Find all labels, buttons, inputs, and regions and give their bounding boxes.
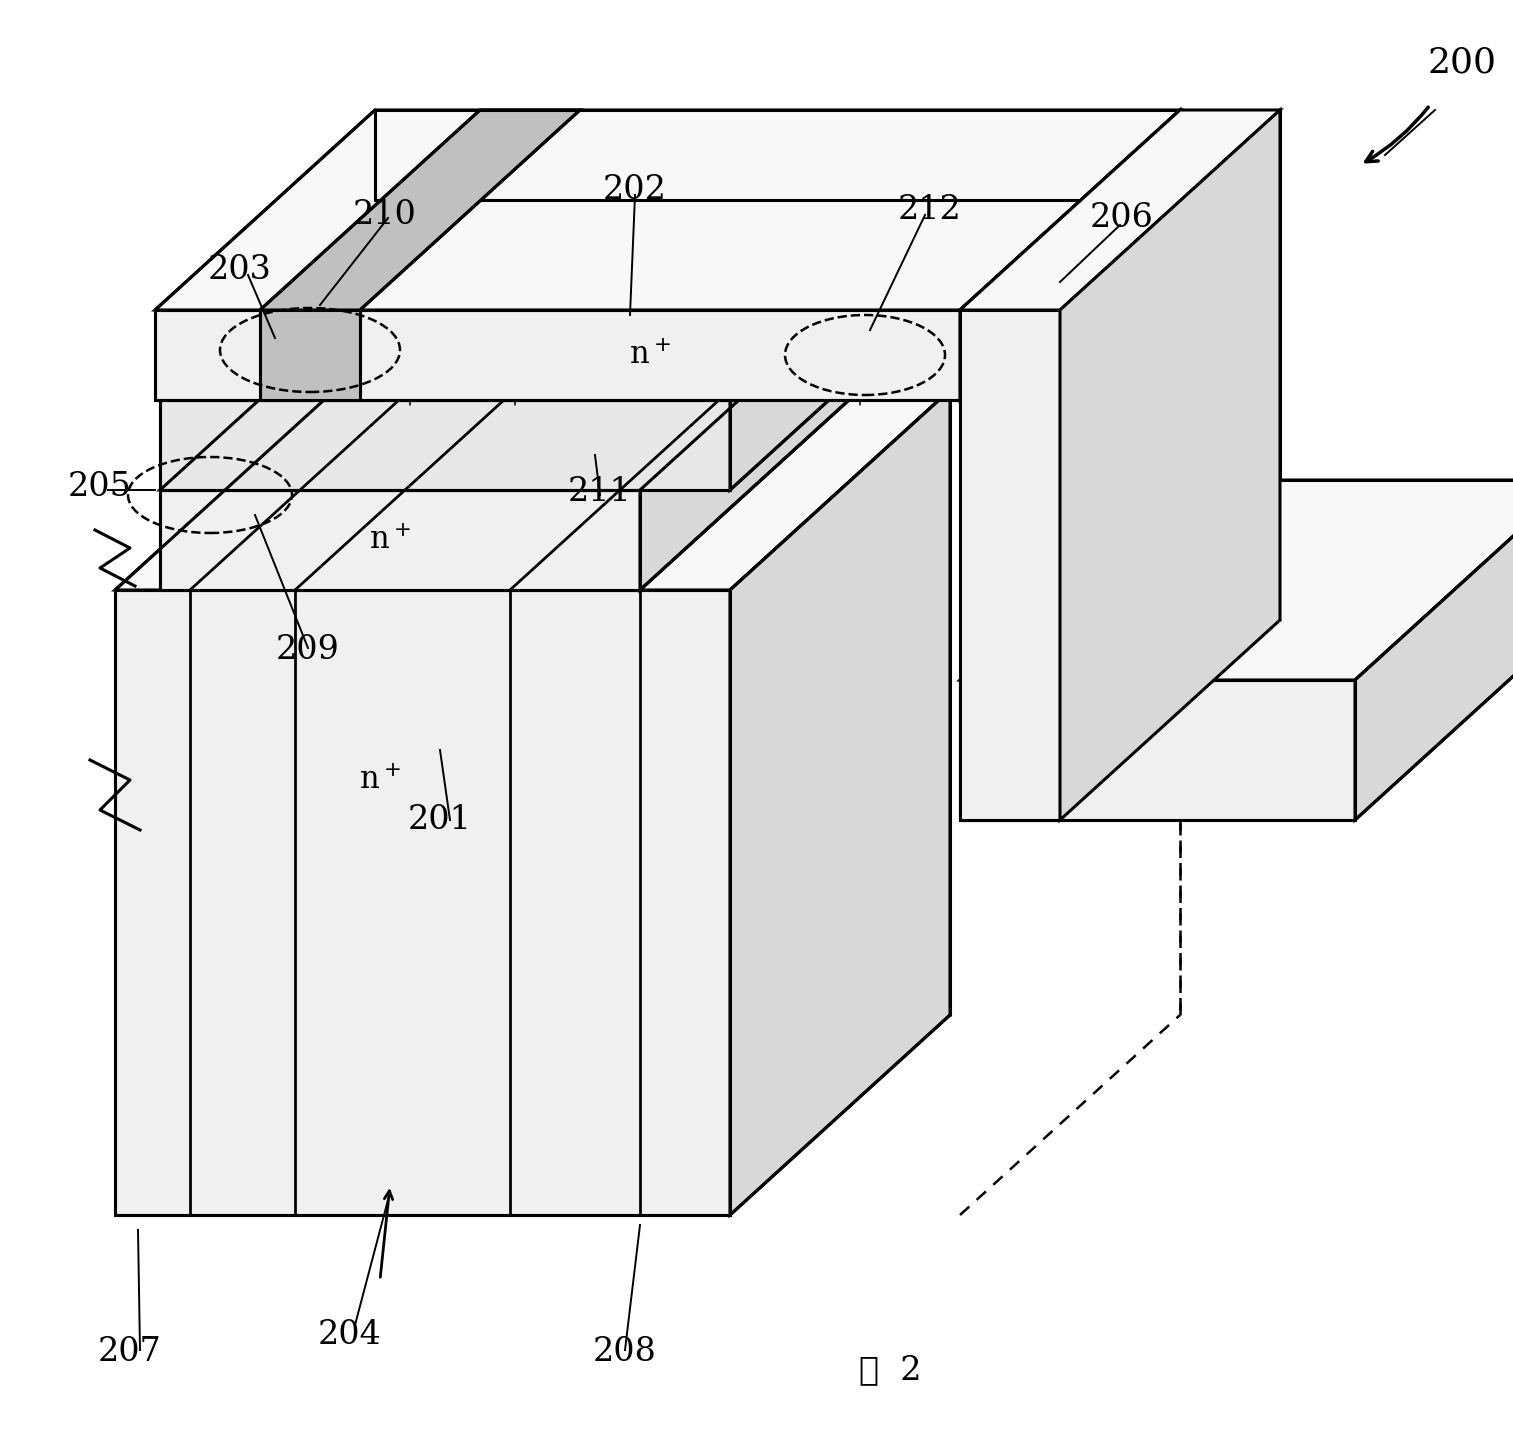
Text: 202: 202 [604,174,667,206]
Text: 200: 200 [1427,44,1496,79]
Text: 图  2: 图 2 [859,1355,921,1386]
Polygon shape [961,310,1061,820]
Text: 206: 206 [1089,201,1154,234]
Text: 211: 211 [567,476,632,507]
Text: 210: 210 [353,199,418,231]
Polygon shape [1356,480,1513,820]
Text: n$^+$: n$^+$ [629,340,670,370]
Text: 205: 205 [68,472,132,503]
Text: 201: 201 [409,805,472,836]
Text: 212: 212 [899,194,962,226]
Polygon shape [160,200,950,400]
Text: n$^+$: n$^+$ [359,765,401,796]
Polygon shape [160,290,859,490]
Text: 208: 208 [593,1336,657,1368]
Polygon shape [115,390,950,590]
Polygon shape [160,400,729,490]
Text: 203: 203 [209,254,272,286]
Text: 207: 207 [98,1336,162,1368]
Polygon shape [729,390,950,1215]
Polygon shape [1061,110,1280,820]
Polygon shape [961,110,1180,400]
Polygon shape [961,680,1356,820]
Polygon shape [729,200,950,490]
Polygon shape [154,110,1180,310]
Polygon shape [160,490,640,590]
Text: n$^+$: n$^+$ [369,524,412,556]
Polygon shape [640,290,859,590]
Polygon shape [961,110,1280,310]
Text: 209: 209 [275,634,340,666]
Polygon shape [154,310,961,400]
Polygon shape [260,310,360,400]
Polygon shape [260,110,579,310]
Text: 204: 204 [318,1319,381,1350]
Polygon shape [961,480,1513,680]
Polygon shape [115,590,729,1215]
